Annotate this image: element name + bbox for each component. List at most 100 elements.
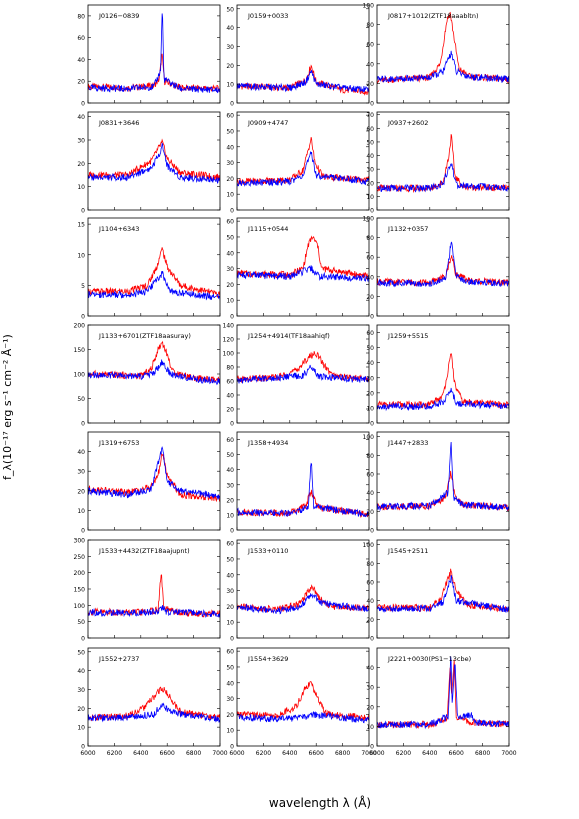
x-tick-label: 7000	[501, 750, 516, 757]
series-blue	[237, 593, 369, 615]
y-tick-label: 50	[226, 452, 234, 459]
spectrum-panel: 0 10 20 30 40 50 60 J1115+0544	[226, 217, 370, 321]
y-tick-label: 0	[230, 421, 234, 428]
y-tick-label: 20	[77, 706, 85, 713]
x-tick-label: 6400	[133, 750, 148, 757]
y-tick-label: 20	[77, 79, 85, 86]
y-tick-label: 30	[77, 138, 85, 145]
y-tick-label: 30	[366, 375, 374, 382]
y-tick-label: 20	[226, 604, 234, 611]
series-blue	[88, 605, 220, 618]
spectrum-panel: 0 10 20 30 40 50 60 J0909+4747	[226, 111, 370, 215]
y-tick-label: 0	[370, 528, 374, 535]
panel-frame	[376, 217, 510, 317]
y-tick-label: 50	[77, 649, 85, 656]
series-blue	[377, 162, 509, 193]
spectrum-panel: 0 10 20 30 40 50 6000 6200 6400 6600 6800 7000 J1552…	[77, 647, 228, 757]
spectrum-panel: 0 10 20 30 40 6000 6200 6400 6600 6800 7000 J2221+0…	[366, 647, 517, 757]
y-tick-label: 0	[370, 744, 374, 751]
y-tick-label: 20	[226, 63, 234, 70]
y-tick-label: 40	[77, 114, 85, 121]
y-tick-label: 40	[226, 25, 234, 32]
panel-label: J1132+0357	[387, 225, 428, 233]
x-tick-label: 6200	[396, 750, 411, 757]
spectrum-panel: 0 50 100 150 200 250 300 J1533+4432(ZTF18aajupn…	[74, 538, 221, 643]
series-blue	[88, 359, 220, 386]
y-tick-label: 20	[366, 294, 374, 301]
panel-frame	[236, 4, 370, 104]
y-tick-label: 20	[366, 509, 374, 516]
y-tick-label: 60	[226, 541, 234, 548]
y-tick-label: 15	[77, 222, 85, 229]
spectrum-panel: 0 5 10 15 J1104+6343	[77, 217, 221, 321]
y-tick-label: 20	[226, 282, 234, 289]
y-tick-label: 100	[74, 603, 86, 610]
y-tick-label: 40	[226, 680, 234, 687]
spectrum-panel: 0 20 40 60 80 100 J1545+2511	[363, 539, 510, 643]
y-tick-label: 60	[366, 42, 374, 49]
y-tick-label: 30	[226, 160, 234, 167]
x-tick-label: 7000	[361, 750, 376, 757]
y-tick-label: 80	[366, 561, 374, 568]
series-red	[88, 247, 220, 298]
y-tick-label: 40	[366, 598, 374, 605]
y-tick-label: 10	[366, 724, 374, 731]
y-tick-label: 100	[223, 351, 235, 358]
y-tick-label: 40	[366, 153, 374, 160]
y-tick-label: 80	[366, 22, 374, 29]
panel-label: J1554+3629	[247, 655, 288, 663]
x-tick-label: 6800	[186, 750, 201, 757]
series-blue	[88, 702, 220, 723]
y-tick-label: 40	[366, 61, 374, 68]
y-tick-label: 5	[81, 283, 85, 290]
x-tick-label: 7000	[212, 750, 227, 757]
y-tick-label: 60	[226, 219, 234, 226]
y-tick-label: 10	[77, 508, 85, 515]
x-tick-label: 6800	[475, 750, 490, 757]
y-tick-label: 10	[226, 512, 234, 519]
panel-label: J1259+5515	[387, 332, 428, 340]
y-tick-label: 20	[226, 497, 234, 504]
y-tick-label: 60	[226, 113, 234, 120]
y-tick-label: 0	[230, 636, 234, 643]
y-tick-label: 60	[366, 580, 374, 587]
panel-frame	[236, 217, 370, 317]
panel-frame	[87, 431, 221, 531]
x-tick-label: 6000	[80, 750, 95, 757]
spectrum-panel: 0 50 100 150 200 J1133+6701(ZTF18aasuray)	[74, 323, 221, 428]
series-red	[88, 53, 220, 93]
y-tick-label: 50	[366, 139, 374, 146]
series-blue	[237, 364, 369, 384]
panel-frame	[376, 539, 510, 639]
y-tick-label: 20	[366, 390, 374, 397]
y-tick-label: 120	[223, 337, 235, 344]
y-tick-label: 10	[226, 728, 234, 735]
panel-label: J2221+0030(PS1−13cbe)	[387, 655, 471, 663]
y-tick-label: 50	[226, 6, 234, 13]
y-tick-label: 30	[226, 482, 234, 489]
spectrum-panel: 0 10 20 30 40 J0831+3646	[77, 111, 221, 215]
y-tick-label: 40	[366, 274, 374, 281]
series-blue	[237, 462, 369, 518]
series-blue	[237, 69, 369, 93]
series-blue	[88, 270, 220, 301]
y-tick-label: 40	[366, 490, 374, 497]
y-tick-label: 150	[74, 587, 86, 594]
spectrum-panel: 0 20 40 60 80 100 J1447+2833	[363, 431, 510, 535]
y-tick-label: 10	[226, 298, 234, 305]
spectrum-panel: 0 20 40 60 80 J0126−0839	[77, 4, 221, 108]
panel-label: J1533+0110	[247, 547, 288, 555]
x-tick-label: 6400	[282, 750, 297, 757]
spectrum-panel: 0 10 20 30 40 50 J0159+0033	[226, 4, 370, 108]
panel-frame	[376, 324, 510, 424]
y-tick-label: 50	[77, 396, 85, 403]
y-tick-label: 10	[226, 192, 234, 199]
series-red	[377, 352, 509, 410]
panel-frame	[236, 111, 370, 211]
x-tick-label: 6200	[256, 750, 271, 757]
series-red	[377, 470, 509, 512]
spectrum-panel: 0 20 40 60 80 100 120 140 J1254+4914(TF18aahiqf)	[223, 323, 370, 428]
x-tick-label: 6200	[107, 750, 122, 757]
series-blue	[377, 575, 509, 613]
y-tick-label: 20	[366, 704, 374, 711]
